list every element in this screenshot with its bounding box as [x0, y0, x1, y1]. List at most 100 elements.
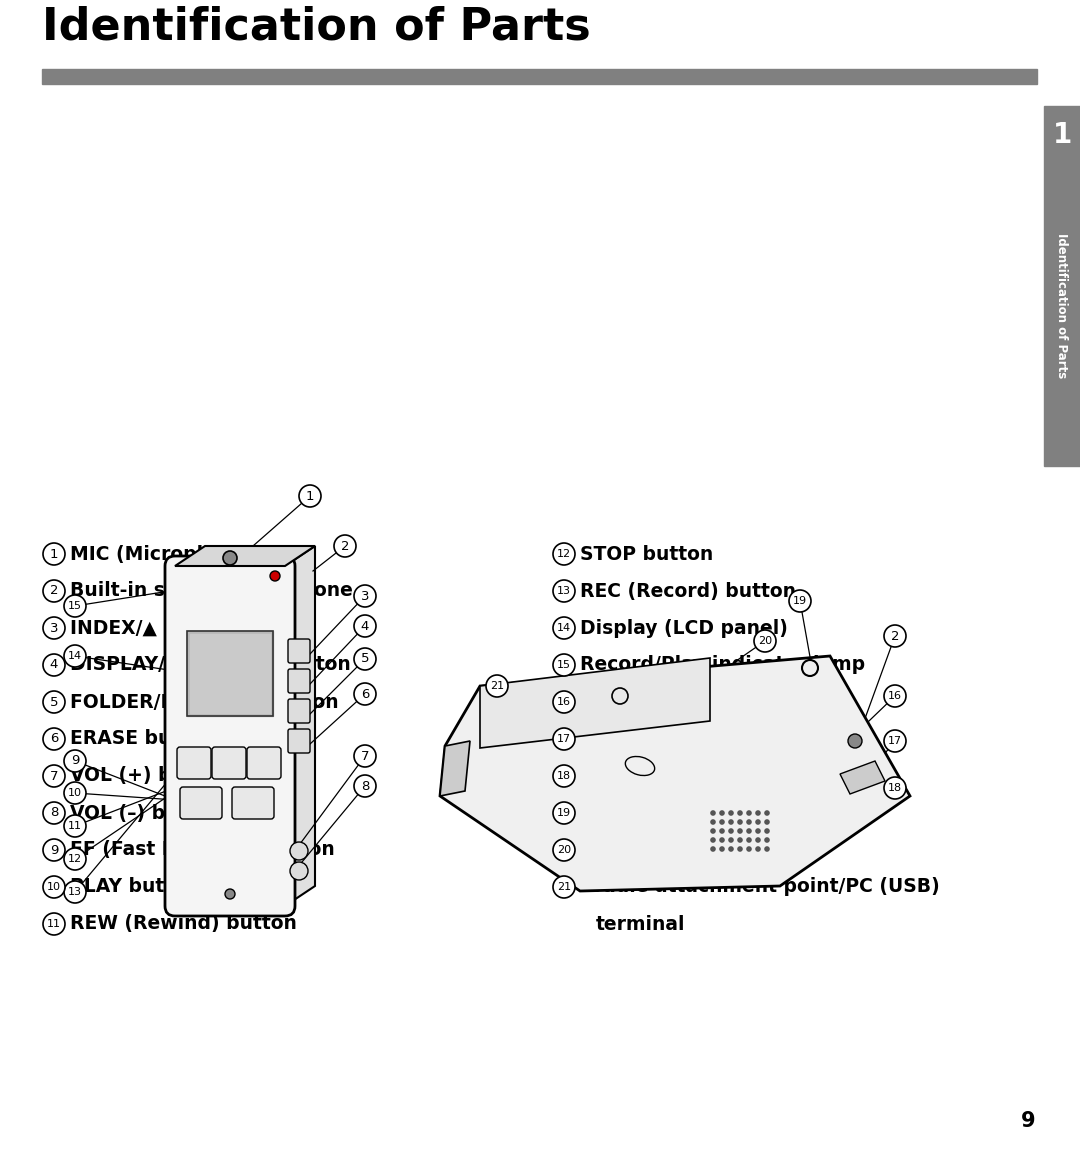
Circle shape — [738, 837, 743, 843]
Text: 7: 7 — [361, 749, 369, 763]
Circle shape — [64, 750, 86, 772]
Text: 4: 4 — [361, 620, 369, 632]
Circle shape — [746, 820, 752, 824]
Circle shape — [299, 486, 321, 507]
Circle shape — [755, 837, 760, 843]
Text: 9: 9 — [50, 844, 58, 857]
Circle shape — [225, 889, 235, 899]
Circle shape — [553, 691, 575, 713]
Circle shape — [354, 683, 376, 705]
Circle shape — [711, 810, 716, 816]
Circle shape — [738, 810, 743, 816]
FancyBboxPatch shape — [288, 729, 310, 753]
Circle shape — [486, 675, 508, 697]
Text: 12: 12 — [557, 549, 571, 560]
Circle shape — [885, 686, 906, 707]
Circle shape — [43, 654, 65, 676]
Circle shape — [755, 810, 760, 816]
Circle shape — [728, 810, 733, 816]
Circle shape — [738, 846, 743, 852]
FancyBboxPatch shape — [177, 747, 211, 779]
Circle shape — [43, 876, 65, 898]
Circle shape — [553, 839, 575, 861]
Text: ERASE button: ERASE button — [70, 729, 215, 748]
Circle shape — [746, 837, 752, 843]
Text: Identification of Parts: Identification of Parts — [1055, 234, 1068, 379]
Text: 10: 10 — [48, 882, 60, 892]
FancyBboxPatch shape — [288, 669, 310, 692]
Circle shape — [43, 543, 65, 565]
Circle shape — [354, 775, 376, 796]
Text: 2: 2 — [341, 540, 349, 553]
Text: 10: 10 — [68, 788, 82, 798]
Circle shape — [738, 820, 743, 824]
Circle shape — [43, 802, 65, 824]
Bar — [187, 631, 273, 716]
Bar — [190, 633, 270, 713]
Circle shape — [43, 617, 65, 639]
Text: 21: 21 — [490, 681, 504, 691]
Text: 7: 7 — [50, 770, 58, 783]
Text: Display (LCD panel): Display (LCD panel) — [580, 618, 788, 637]
Circle shape — [553, 543, 575, 565]
Text: Record/Play indicator lamp: Record/Play indicator lamp — [580, 655, 865, 674]
Text: PLAY button: PLAY button — [70, 877, 199, 897]
Circle shape — [765, 820, 770, 824]
Circle shape — [755, 820, 760, 824]
FancyBboxPatch shape — [212, 747, 246, 779]
Circle shape — [43, 765, 65, 787]
Text: Battery cover: Battery cover — [580, 840, 724, 860]
FancyBboxPatch shape — [165, 556, 295, 916]
Circle shape — [746, 828, 752, 833]
Text: FF (Fast Forward) button: FF (Fast Forward) button — [70, 840, 335, 860]
Text: 16: 16 — [557, 697, 571, 707]
Circle shape — [291, 862, 308, 880]
Circle shape — [553, 728, 575, 750]
Text: REW (Rewind) button: REW (Rewind) button — [70, 914, 297, 934]
Text: Built-in stereo microphone: Built-in stereo microphone — [70, 581, 353, 600]
Text: REC (Record) button: REC (Record) button — [580, 581, 796, 600]
Text: 18: 18 — [888, 783, 902, 793]
Text: 5: 5 — [50, 696, 58, 709]
Bar — [1044, 106, 1080, 466]
Text: 20: 20 — [557, 845, 571, 855]
Text: 9: 9 — [1021, 1111, 1035, 1131]
Circle shape — [789, 590, 811, 612]
Circle shape — [43, 913, 65, 935]
Text: 3: 3 — [50, 622, 58, 635]
Text: Built-in speaker: Built-in speaker — [580, 692, 747, 711]
Circle shape — [765, 837, 770, 843]
Text: 11: 11 — [48, 919, 60, 929]
Text: 4: 4 — [50, 659, 58, 672]
Text: 6: 6 — [361, 688, 369, 701]
FancyBboxPatch shape — [180, 787, 222, 818]
Text: 1: 1 — [50, 548, 58, 561]
Text: 14: 14 — [557, 623, 571, 633]
Circle shape — [354, 585, 376, 607]
Text: EAR (Earphone) jack: EAR (Earphone) jack — [580, 766, 795, 785]
Circle shape — [354, 744, 376, 766]
Polygon shape — [440, 655, 910, 891]
Text: INDEX/▲ button: INDEX/▲ button — [70, 618, 234, 637]
Text: 21: 21 — [557, 882, 571, 892]
Text: 14: 14 — [68, 651, 82, 661]
FancyBboxPatch shape — [232, 787, 274, 818]
FancyBboxPatch shape — [288, 699, 310, 722]
Circle shape — [765, 828, 770, 833]
Circle shape — [64, 815, 86, 837]
Text: FOLDER/REPEAT/▼ button: FOLDER/REPEAT/▼ button — [70, 692, 339, 711]
Circle shape — [64, 645, 86, 667]
Text: HOLD switch: HOLD switch — [580, 729, 714, 748]
Text: 20: 20 — [758, 636, 772, 646]
Text: 13: 13 — [68, 887, 82, 897]
Text: Cradle attachment point/PC (USB): Cradle attachment point/PC (USB) — [580, 877, 940, 897]
Text: 12: 12 — [68, 854, 82, 864]
Circle shape — [885, 729, 906, 753]
Circle shape — [711, 828, 716, 833]
Text: 16: 16 — [888, 691, 902, 701]
Circle shape — [354, 615, 376, 637]
Circle shape — [728, 828, 733, 833]
Circle shape — [553, 765, 575, 787]
Circle shape — [553, 876, 575, 898]
Text: 6: 6 — [50, 733, 58, 746]
